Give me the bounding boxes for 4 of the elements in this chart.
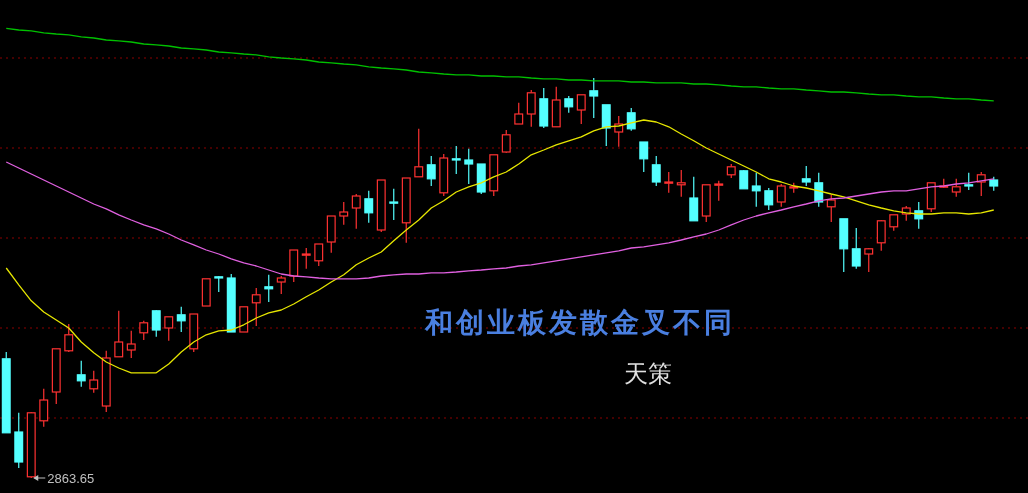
title: 和创业板发散金叉不同 [425, 306, 735, 339]
subtitle: 天策 [624, 360, 672, 388]
annotation: 2863.65 [33, 471, 95, 486]
annotation: 2863.65 [47, 471, 95, 486]
